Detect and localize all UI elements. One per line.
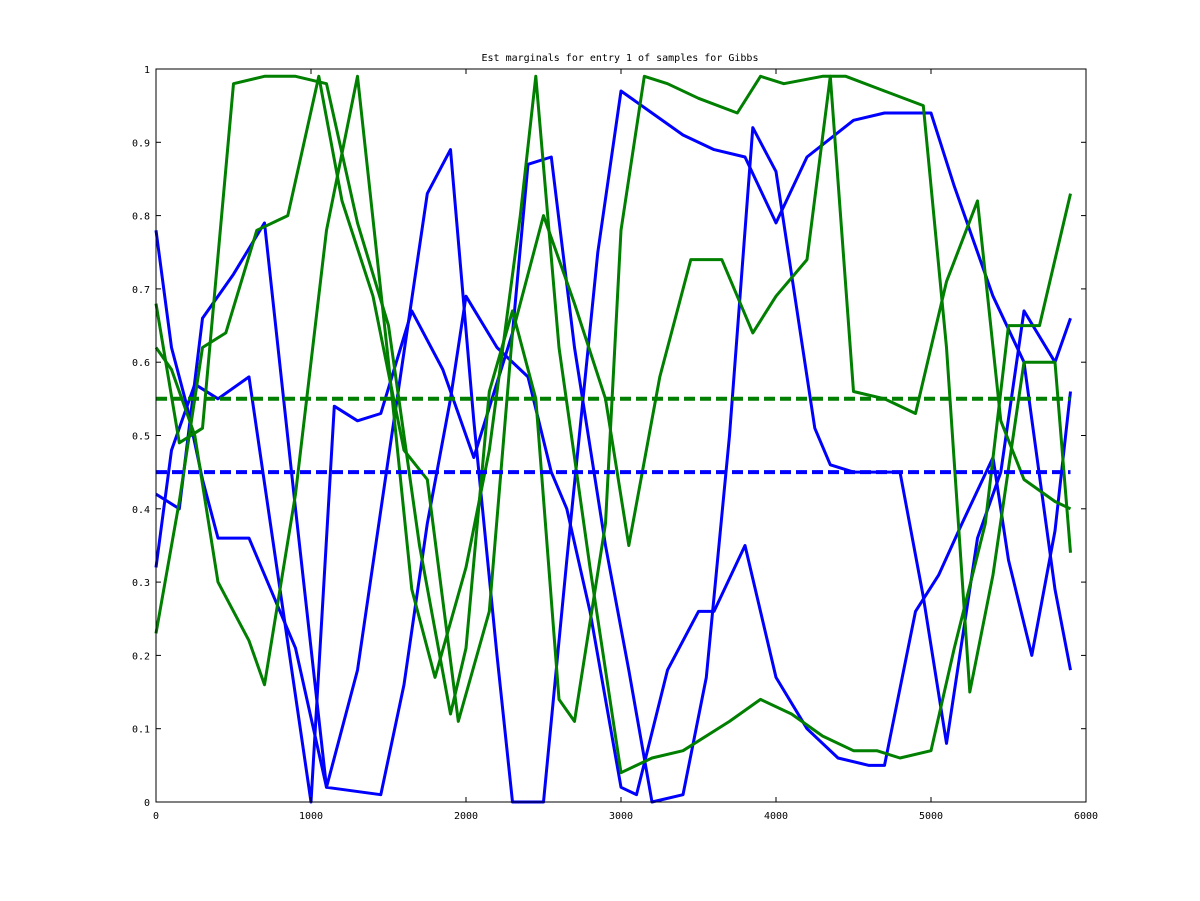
y-tick-label: 0.5 bbox=[132, 432, 150, 443]
series-line-3 bbox=[154, 74, 1072, 775]
x-tick-label: 2000 bbox=[454, 811, 478, 822]
y-tick-label: 1 bbox=[144, 65, 150, 76]
x-tick-label: 1000 bbox=[299, 811, 323, 822]
x-tick-label: 6000 bbox=[1074, 811, 1098, 822]
y-tick-label: 0.7 bbox=[132, 285, 150, 296]
y-tick-label: 0.1 bbox=[132, 725, 150, 736]
y-tick-label: 0.8 bbox=[132, 212, 150, 223]
y-tick-label: 0.9 bbox=[132, 138, 150, 149]
y-tick-label: 0.4 bbox=[132, 505, 150, 516]
x-axis: 0 1000 2000 3000 4000 5000 6000 bbox=[153, 69, 1098, 822]
x-tick-label: 5000 bbox=[919, 811, 943, 822]
series-line-5 bbox=[154, 74, 1072, 723]
y-tick-label: 0.6 bbox=[132, 358, 150, 369]
series-layer bbox=[154, 74, 1072, 804]
y-axis: 0 0.1 0.2 0.3 0.4 0.5 0.6 0.7 0.8 0.9 1 bbox=[132, 65, 1086, 809]
x-tick-label: 3000 bbox=[609, 811, 633, 822]
series-line-2 bbox=[154, 126, 1072, 804]
y-tick-label: 0 bbox=[144, 798, 150, 809]
chart-title: Est marginals for entry 1 of samples for… bbox=[482, 53, 759, 64]
y-tick-label: 0.3 bbox=[132, 578, 150, 589]
y-tick-label: 0.2 bbox=[132, 651, 150, 662]
x-tick-label: 0 bbox=[153, 811, 159, 822]
x-tick-label: 4000 bbox=[764, 811, 788, 822]
series-line-0 bbox=[154, 230, 1072, 797]
